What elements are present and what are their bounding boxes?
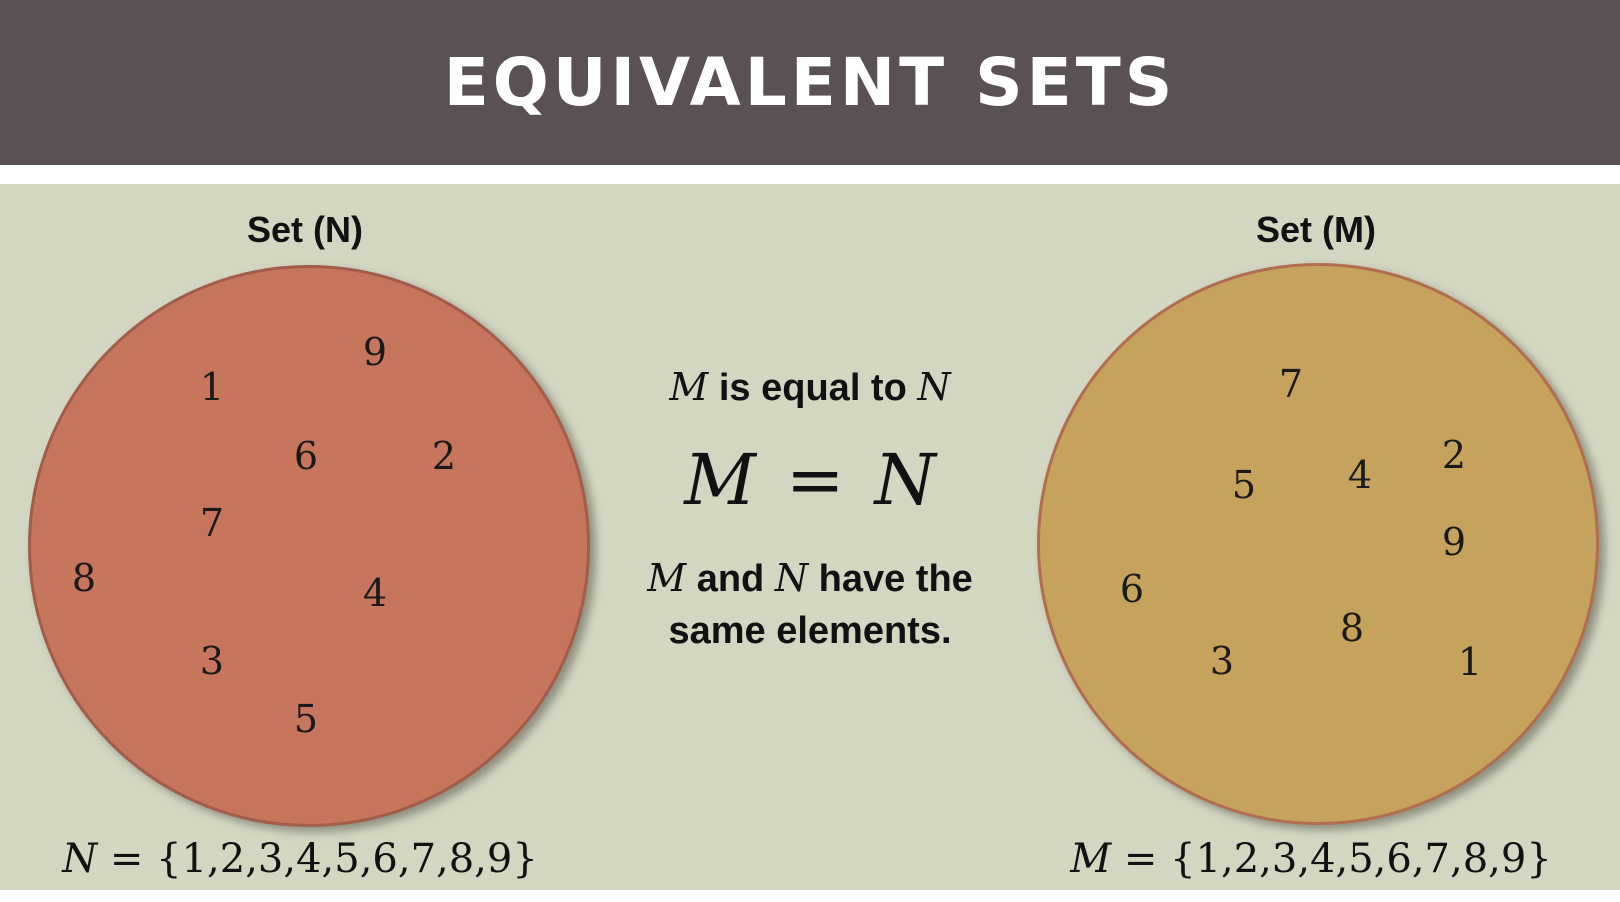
set-n-element: 5 [293,697,319,741]
set-n-element: 9 [362,330,388,374]
and-text: and [696,558,765,600]
var-n: N [917,365,951,409]
same-elements-statement: M and N have the same elements. [560,552,1060,657]
set-m-element: 8 [1339,606,1365,650]
set-n-label: Set (N) [247,209,363,250]
var-m: M [647,556,687,600]
equation-left: M [684,439,756,521]
set-m-notation: M = {1,2,3,4,5,6,7,8,9} [1051,834,1571,884]
set-m-element: 5 [1231,463,1257,507]
set-m-element: 1 [1457,640,1483,684]
set-m-element: 7 [1278,362,1304,406]
slide-title: EQUIVALENT SETS [443,44,1177,121]
set-n-element: 1 [199,365,225,409]
set-m-element: 9 [1441,520,1467,564]
have-the-text: have the [818,558,973,600]
set-m-element: 4 [1347,453,1373,497]
set-n-notation: N = {1,2,3,4,5,6,7,8,9} [40,834,560,884]
set-m-notation-elements: = {1,2,3,4,5,6,7,8,9} [1123,836,1552,882]
set-m-notation-var: M [1070,836,1112,882]
set-n-element: 6 [293,434,319,478]
set-m-label: Set (M) [1256,209,1376,250]
set-m-element: 3 [1209,639,1235,683]
set-n-notation-elements: = {1,2,3,4,5,6,7,8,9} [109,836,538,882]
set-n-circle [28,265,590,827]
header-bar: EQUIVALENT SETS [0,0,1620,165]
set-n-element: 2 [431,434,457,478]
equation: M = N [560,435,1060,525]
set-n-element: 7 [199,501,225,545]
same-elements-line-2: same elements. [668,610,952,652]
var-n: N [774,556,809,600]
equality-text: is equal to [718,367,907,409]
equality-statement: M is equal to N [560,363,1060,412]
set-n-notation-var: N [62,836,98,882]
set-m-element: 2 [1441,433,1467,477]
equation-right: N [874,439,936,521]
set-n-element: 4 [362,571,388,615]
var-m: M [669,365,709,409]
equation-operator: = [785,439,845,521]
set-n-element: 8 [71,556,97,600]
set-m-circle [1037,263,1599,825]
set-m-element: 6 [1119,567,1145,611]
same-elements-line-1: M and N have the [560,552,1060,605]
set-n-element: 3 [199,639,225,683]
